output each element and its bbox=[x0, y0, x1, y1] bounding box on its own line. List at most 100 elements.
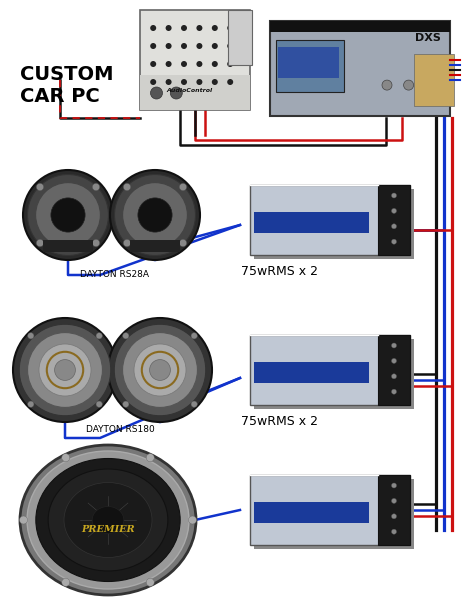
Text: DAYTON RS180: DAYTON RS180 bbox=[86, 425, 155, 434]
Circle shape bbox=[115, 175, 195, 255]
Circle shape bbox=[392, 193, 396, 198]
Circle shape bbox=[62, 454, 70, 461]
Circle shape bbox=[114, 324, 206, 416]
Circle shape bbox=[39, 344, 91, 396]
Text: DAYTON RS28A: DAYTON RS28A bbox=[81, 270, 149, 279]
Bar bbox=[250, 335, 410, 405]
Circle shape bbox=[403, 80, 414, 90]
Circle shape bbox=[108, 318, 212, 422]
Circle shape bbox=[212, 25, 218, 31]
Bar bbox=[254, 501, 369, 522]
Bar bbox=[378, 475, 410, 545]
Ellipse shape bbox=[48, 469, 168, 571]
Circle shape bbox=[138, 198, 172, 232]
Circle shape bbox=[36, 239, 44, 246]
Ellipse shape bbox=[20, 445, 196, 595]
Circle shape bbox=[392, 483, 396, 488]
Circle shape bbox=[92, 184, 100, 191]
Circle shape bbox=[181, 43, 187, 49]
Ellipse shape bbox=[36, 458, 180, 582]
Bar bbox=[254, 479, 414, 549]
Circle shape bbox=[165, 61, 172, 67]
Circle shape bbox=[123, 401, 129, 407]
Circle shape bbox=[23, 170, 113, 260]
Text: 75wRMS x 2: 75wRMS x 2 bbox=[241, 265, 319, 278]
Text: PREMIER: PREMIER bbox=[81, 524, 135, 533]
Circle shape bbox=[196, 79, 202, 85]
Circle shape bbox=[392, 498, 396, 503]
Circle shape bbox=[212, 79, 218, 85]
Bar bbox=[254, 211, 369, 233]
Circle shape bbox=[150, 359, 170, 381]
Circle shape bbox=[165, 43, 172, 49]
Bar bbox=[140, 10, 250, 110]
Text: AudioControl: AudioControl bbox=[166, 88, 212, 92]
Circle shape bbox=[170, 87, 182, 99]
Circle shape bbox=[134, 344, 186, 396]
Circle shape bbox=[123, 333, 198, 408]
Circle shape bbox=[189, 516, 197, 524]
Bar bbox=[250, 475, 410, 545]
Circle shape bbox=[227, 79, 233, 85]
Bar bbox=[378, 335, 410, 405]
Circle shape bbox=[36, 184, 44, 191]
Circle shape bbox=[165, 79, 172, 85]
Circle shape bbox=[392, 529, 396, 534]
Circle shape bbox=[165, 25, 172, 31]
Bar bbox=[254, 362, 369, 382]
Circle shape bbox=[196, 25, 202, 31]
Circle shape bbox=[392, 389, 396, 394]
Circle shape bbox=[212, 43, 218, 49]
Ellipse shape bbox=[64, 483, 152, 557]
Circle shape bbox=[19, 324, 111, 416]
Bar bbox=[254, 339, 414, 409]
Circle shape bbox=[227, 61, 233, 67]
Circle shape bbox=[382, 80, 392, 90]
Circle shape bbox=[62, 579, 70, 586]
Circle shape bbox=[179, 184, 187, 191]
Circle shape bbox=[151, 87, 163, 99]
Circle shape bbox=[92, 239, 100, 246]
Circle shape bbox=[181, 79, 187, 85]
Bar bbox=[278, 47, 339, 77]
Ellipse shape bbox=[92, 507, 124, 533]
Circle shape bbox=[27, 333, 34, 339]
Circle shape bbox=[51, 198, 85, 232]
Circle shape bbox=[27, 333, 102, 408]
Bar bbox=[130, 240, 180, 252]
Circle shape bbox=[123, 239, 131, 246]
Circle shape bbox=[392, 208, 396, 213]
Text: DXS: DXS bbox=[416, 33, 441, 43]
Circle shape bbox=[27, 401, 34, 407]
Circle shape bbox=[212, 61, 218, 67]
Circle shape bbox=[392, 343, 396, 348]
Circle shape bbox=[392, 514, 396, 519]
Text: AudioControl: AudioControl bbox=[333, 25, 369, 31]
Circle shape bbox=[227, 25, 233, 31]
Circle shape bbox=[181, 25, 187, 31]
Bar bbox=[140, 75, 250, 110]
Circle shape bbox=[150, 61, 156, 67]
Circle shape bbox=[110, 170, 200, 260]
Bar bbox=[414, 54, 454, 106]
Circle shape bbox=[27, 175, 109, 255]
Circle shape bbox=[425, 80, 435, 90]
Circle shape bbox=[123, 333, 129, 339]
Circle shape bbox=[392, 224, 396, 229]
Bar bbox=[228, 10, 252, 65]
Circle shape bbox=[146, 579, 154, 586]
Bar bbox=[254, 189, 414, 259]
Circle shape bbox=[150, 79, 156, 85]
Bar bbox=[276, 39, 345, 92]
Circle shape bbox=[36, 182, 100, 248]
Circle shape bbox=[150, 43, 156, 49]
Circle shape bbox=[392, 374, 396, 379]
Bar bbox=[43, 240, 93, 252]
Circle shape bbox=[96, 333, 102, 339]
Text: CUSTOM
CAR PC: CUSTOM CAR PC bbox=[20, 65, 113, 106]
Circle shape bbox=[196, 43, 202, 49]
Bar bbox=[378, 185, 410, 255]
Circle shape bbox=[181, 61, 187, 67]
Circle shape bbox=[191, 401, 197, 407]
Circle shape bbox=[13, 318, 117, 422]
